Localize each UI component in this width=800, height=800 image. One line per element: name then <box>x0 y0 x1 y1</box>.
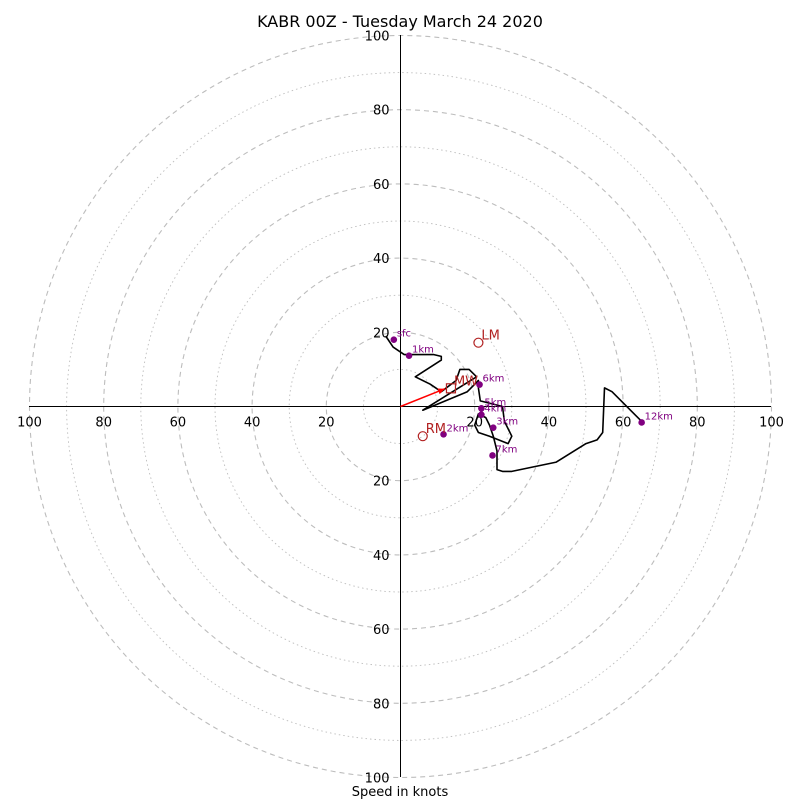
y-tick-label: 20 <box>373 475 390 490</box>
storm-motion-markers: LM RM MW <box>417 329 500 442</box>
mean-wind-vectors <box>400 387 446 408</box>
height-marker-5km <box>478 405 485 412</box>
hodograph-line <box>385 335 643 473</box>
height-marker-12km <box>638 419 645 426</box>
height-label-sfc: sfc <box>397 329 411 340</box>
x-tick-label: 100 <box>759 416 784 431</box>
height-label-7km: 7km <box>496 444 518 455</box>
x-tick-label: 60 <box>615 416 632 431</box>
height-label-4km: 4km <box>484 404 506 415</box>
height-marker-7km <box>489 452 496 459</box>
height-label-2km: 2km <box>447 423 469 434</box>
height-marker-3km <box>489 424 497 431</box>
x-tick-label: 80 <box>689 416 706 431</box>
height-label-12km: 12km <box>645 411 673 422</box>
height-marker-2km <box>440 431 447 438</box>
storm-label-MW: MW <box>454 374 478 389</box>
height-marker-sfc <box>390 336 398 344</box>
height-label-1km: 1km <box>412 345 434 356</box>
x-tick-label: 20 <box>318 416 335 431</box>
x-axis-label: Speed in knots <box>352 785 449 800</box>
y-tick-label: 20 <box>373 326 390 341</box>
x-tick-label: 60 <box>170 416 187 431</box>
y-tick-label: 80 <box>373 104 390 119</box>
y-tick-label: 100 <box>365 30 390 45</box>
hodograph-trace <box>385 335 643 473</box>
storm-marker-LM <box>473 337 484 348</box>
y-tick-label: 60 <box>373 623 390 638</box>
y-tick-label: 40 <box>373 252 390 267</box>
storm-label-LM: LM <box>481 329 499 344</box>
tick-labels: 100 80 60 40 20 20 40 60 80 100100806040202040608… <box>17 30 784 787</box>
x-tick-label: 80 <box>95 416 112 431</box>
mean-wind-vector-head <box>437 388 446 395</box>
height-label-3km: 3km <box>496 417 518 428</box>
storm-label-RM: RM <box>426 422 446 437</box>
y-tick-label: 100 <box>365 772 390 787</box>
storm-marker-MW <box>445 383 457 394</box>
axes <box>29 35 771 777</box>
height-label-6km: 6km <box>483 374 505 385</box>
x-tick-label: 40 <box>244 416 261 431</box>
height-marker-6km <box>476 381 483 388</box>
chart-title: KABR 00Z - Tuesday March 24 2020 <box>257 12 543 31</box>
height-marker-1km <box>405 352 413 359</box>
y-tick-label: 40 <box>373 549 390 564</box>
x-tick-label: 40 <box>541 416 558 431</box>
height-label-5km: 5km <box>484 397 506 408</box>
y-tick-label: 60 <box>373 178 390 193</box>
mean-wind-vector-line <box>400 387 446 408</box>
storm-marker-RM <box>417 431 428 442</box>
x-tick-label: 100 <box>17 416 42 431</box>
y-tick-label: 80 <box>373 697 390 712</box>
height-marker-4km <box>478 411 485 418</box>
